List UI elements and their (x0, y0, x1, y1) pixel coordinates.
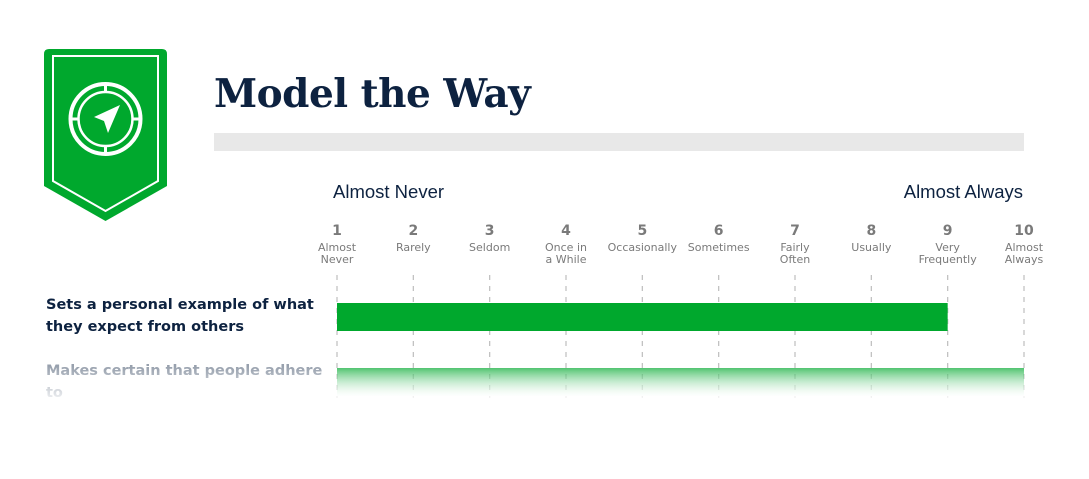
tick-value: 5 (637, 223, 647, 239)
tick-value: 1 (332, 223, 342, 239)
x-axis-ticks: 1 Almost Never 2 Rarely 3 Seldom 4 Once in a Whil… (318, 223, 1044, 266)
tick-value: 9 (943, 223, 953, 239)
tick-label: Almost Always (1005, 241, 1044, 266)
tick-label: Seldom (469, 241, 510, 254)
badge (44, 49, 167, 221)
badge-shape (44, 49, 167, 221)
tick-label: Occasionally (608, 241, 678, 254)
tick-value: 10 (1014, 223, 1034, 239)
bar-item-2 (337, 368, 1024, 396)
tick-label: Once in a While (545, 241, 587, 266)
bars (337, 303, 1024, 396)
tick-value: 3 (485, 223, 495, 239)
title-divider (214, 133, 1024, 151)
badge-border (52, 55, 159, 213)
tick-label: Rarely (396, 241, 431, 254)
tick-label: Almost Never (318, 241, 357, 266)
scale-high-label: Almost Always (904, 181, 1023, 202)
tick-label: Usually (851, 241, 892, 254)
tick-value: 4 (561, 223, 571, 239)
tick-label: Sometimes (688, 241, 750, 254)
tick-value: 6 (714, 223, 724, 239)
compass-icon (68, 82, 143, 156)
tick-value: 7 (790, 223, 800, 239)
tick-value: 2 (408, 223, 418, 239)
item-1-label: Sets a personal example of what they exp… (46, 297, 314, 335)
scale-low-label: Almost Never (333, 181, 444, 202)
page-title: Model the Way (214, 71, 531, 117)
tick-label: Very Frequently (919, 241, 978, 266)
tick-label: Fairly Often (780, 241, 810, 266)
tick-value: 8 (866, 223, 876, 239)
item-2-label: Makes certain that people adhere to the … (46, 363, 323, 400)
bar-item-1 (337, 303, 948, 331)
